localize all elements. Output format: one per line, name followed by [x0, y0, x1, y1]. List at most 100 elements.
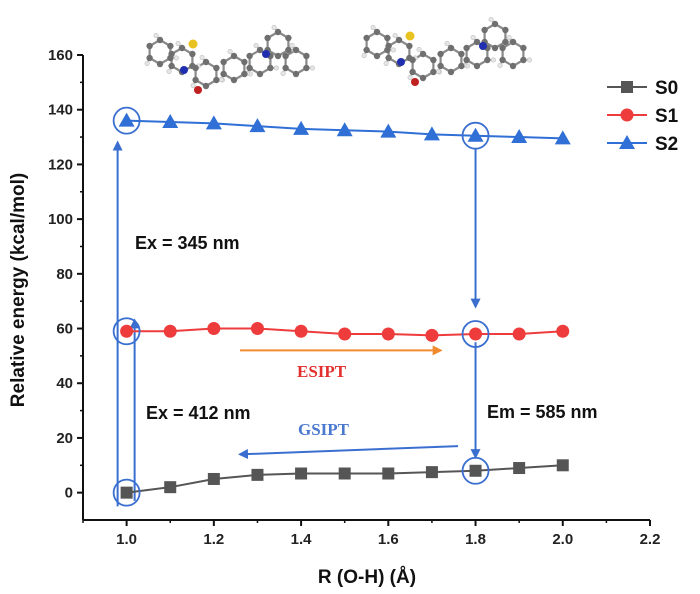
carbon-atom — [189, 50, 196, 58]
hydrogen-atom — [490, 57, 496, 63]
hydrogen-atom — [370, 24, 376, 30]
carbon-atom — [156, 36, 164, 44]
annotation-ex412: Ex = 412 nm — [146, 403, 251, 423]
molecule-structure-right — [361, 16, 532, 86]
carbon-atom — [167, 42, 174, 50]
data-point-S1 — [425, 328, 439, 342]
data-point-S2 — [554, 130, 571, 145]
data-point-S0 — [382, 467, 395, 480]
x-axis-title: R (O-H) (Å) — [318, 567, 416, 588]
data-point-S1 — [120, 324, 134, 338]
carbon-atom — [282, 64, 289, 72]
data-point-S0 — [469, 464, 482, 477]
carbon-atom — [384, 34, 391, 42]
carbon-atom — [230, 52, 238, 60]
x-tick-label: 2.2 — [640, 531, 661, 548]
arrow-gsipt — [238, 445, 459, 460]
data-point-S1 — [556, 324, 570, 338]
carbon-atom — [363, 46, 370, 54]
y-tick-label: 0 — [65, 485, 73, 502]
data-point-S0 — [120, 486, 133, 499]
carbon-atom — [178, 44, 186, 52]
data-point-S2 — [467, 127, 484, 142]
carbon-atom — [502, 38, 509, 46]
carbon-atom — [458, 50, 465, 58]
data-point-S2 — [118, 112, 135, 127]
y-tick-label: 80 — [56, 266, 73, 283]
carbon-atom — [430, 56, 437, 64]
legend-marker — [620, 108, 634, 122]
data-point-S0 — [556, 459, 569, 472]
nitrogen-atom — [180, 66, 188, 74]
hydrogen-atom — [383, 60, 389, 66]
carbon-atom — [409, 56, 416, 64]
hydrogen-atom — [175, 40, 181, 46]
y-tick-label: 40 — [56, 375, 73, 392]
carbon-atom — [146, 42, 153, 50]
carbon-atom — [437, 62, 444, 70]
hydrogen-atom — [309, 65, 315, 71]
hydrogen-atom — [227, 48, 233, 54]
x-tick-label: 1.0 — [116, 531, 137, 548]
x-tick-label: 1.6 — [378, 531, 399, 548]
y-tick-label: 60 — [56, 321, 73, 338]
highlight-circle — [112, 317, 141, 346]
carbon-atom — [447, 68, 455, 76]
carbon-atom — [230, 76, 238, 84]
y-tick-label: 160 — [48, 47, 73, 64]
carbon-atom — [409, 68, 416, 76]
data-point-S2 — [205, 115, 222, 130]
carbon-atom — [192, 64, 199, 72]
carbon-atom — [419, 50, 427, 58]
series-layer — [118, 112, 571, 499]
data-point-S1 — [207, 322, 221, 336]
hydrogen-atom — [526, 57, 532, 63]
data-point-S0 — [295, 467, 308, 480]
data-point-S2 — [293, 120, 310, 135]
legend-marker — [621, 81, 633, 93]
y-axis-title: Relative energy (kcal/mol) — [8, 173, 29, 407]
hydrogen-atom — [271, 24, 277, 30]
transition-arrows — [112, 140, 481, 507]
carbon-atom — [463, 56, 470, 64]
carbon-atom — [395, 36, 403, 44]
carbon-atom — [502, 26, 509, 34]
carbon-atom — [213, 76, 220, 84]
carbon-atom — [168, 50, 175, 58]
highlight-circle — [461, 456, 490, 485]
oxygen-atom — [411, 78, 419, 86]
legend: S0 S1 S2 — [607, 78, 679, 155]
hydrogen-atom — [166, 68, 172, 74]
carbon-atom — [246, 52, 253, 60]
carbon-atom — [406, 42, 413, 50]
y-ticks: 0 20 40 60 80 100 120 140 160 — [48, 47, 83, 502]
y-tick-label: 20 — [56, 430, 73, 447]
legend-item-S1: S1 — [607, 106, 679, 127]
carbon-atom — [202, 58, 210, 66]
carbon-atom — [373, 52, 381, 60]
carbon-atom — [473, 38, 481, 46]
carbon-atom — [220, 58, 227, 66]
carbon-atom — [385, 54, 392, 62]
x-tick-label: 1.4 — [291, 531, 313, 548]
data-point-S2 — [380, 123, 397, 138]
oxygen-atom — [194, 86, 202, 94]
hydrogen-atom — [190, 82, 196, 88]
data-point-S1 — [469, 327, 483, 341]
carbon-atom — [499, 44, 506, 52]
y-tick-label: 120 — [48, 156, 73, 173]
carbon-atom — [213, 64, 220, 72]
hydrogen-atom — [199, 54, 205, 60]
hydrogen-atom — [470, 34, 476, 40]
hydrogen-atom — [273, 65, 279, 71]
carbon-atom — [363, 34, 370, 42]
legend-item-S2: S2 — [607, 134, 678, 155]
carbon-atom — [520, 56, 527, 64]
hydrogen-atom — [253, 42, 259, 48]
carbon-atom — [491, 44, 499, 52]
carbon-atom — [202, 82, 210, 90]
carbon-atom — [256, 46, 264, 54]
hydrogen-atom — [416, 46, 422, 52]
data-point-S2 — [162, 114, 179, 129]
nitrogen-atom — [262, 50, 270, 58]
